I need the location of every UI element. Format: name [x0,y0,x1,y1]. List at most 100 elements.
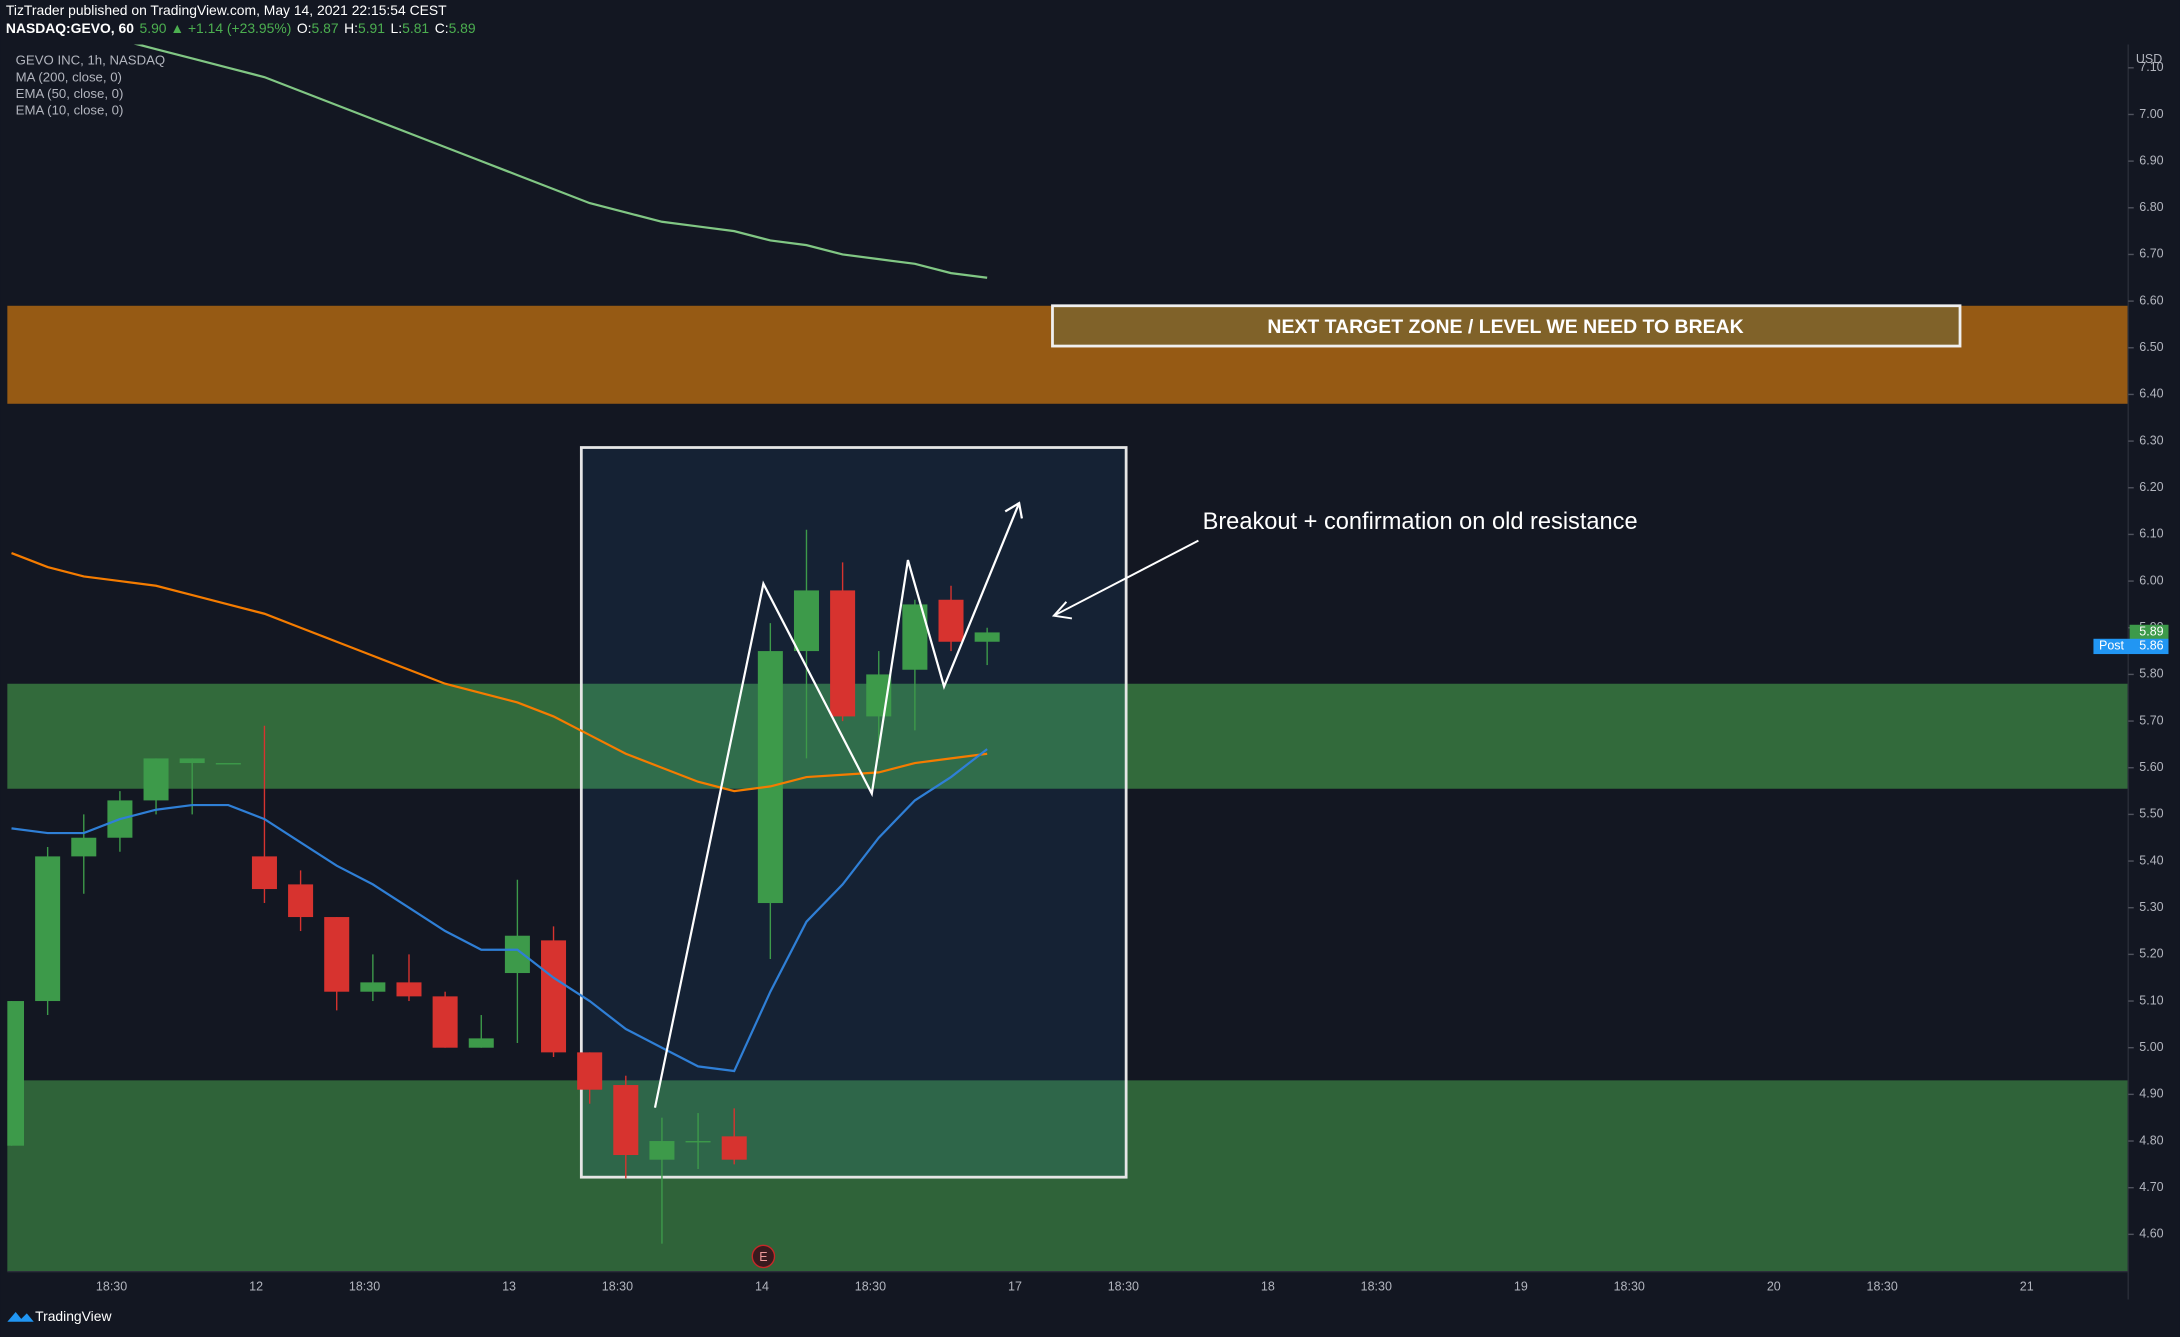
x-tick-label: 18:30 [1108,1279,1139,1293]
candle-body [541,940,567,1053]
candle-body [649,1141,675,1160]
candle-body [613,1085,639,1156]
candle-body [938,599,964,642]
y-tick-label: 7.00 [2139,107,2163,121]
candle-body [830,590,856,717]
legend-entry: EMA (10, close, 0) [16,103,124,118]
x-tick-label: 12 [249,1279,263,1293]
arrow-head [1051,601,1073,620]
ohlc-value: 5.81 [402,20,429,36]
last-price-label: 5.89 [2139,625,2163,639]
y-tick-label: 5.00 [2139,1040,2163,1054]
header-published: TizTrader published on TradingView.com, … [6,2,447,18]
y-tick-label: 6.50 [2139,340,2163,354]
ohlc-label: H: [344,20,358,36]
candle-body [35,856,61,1002]
target-label: NEXT TARGET ZONE / LEVEL WE NEED TO BREA… [1267,316,1743,338]
candle-body [432,996,458,1048]
candle-body [7,1001,25,1146]
target-label-box [1051,304,1962,348]
zone [7,683,2129,789]
post-price-tag [2093,638,2169,655]
legend-entry: GEVO INC, 1h, NASDAQ [16,53,166,68]
indicator-line [11,748,988,1073]
x-tick-label: 13 [502,1279,516,1293]
y-tick-label: 6.90 [2139,153,2163,167]
candle-body [468,1038,494,1048]
candle-body [251,856,277,890]
x-tick-label: 18 [1261,1279,1275,1293]
x-tick-label: 14 [755,1279,769,1293]
plot [7,44,1000,1244]
x-tick-label: 20 [1767,1279,1781,1293]
ohlc-value: 5.87 [312,20,339,36]
x-tick-label: 18:30 [602,1279,633,1293]
candle-body [71,837,97,857]
candle-body [143,758,169,801]
x-tick-label: 18:30 [1614,1279,1645,1293]
change: 5.90 ▲ +1.14 (+23.95%) [140,20,292,36]
candle-body [685,1141,711,1143]
x-tick-label: 18:30 [1867,1279,1898,1293]
brand-logo [7,1311,34,1322]
currency: USD [2136,52,2162,66]
y-tick-label: 6.60 [2139,293,2163,307]
y-tick-label: 5.30 [2139,900,2163,914]
earnings-marker [751,1244,776,1269]
y-tick-label: 5.10 [2139,993,2163,1007]
candle-body [793,590,819,652]
annotation-arrow [1053,539,1199,617]
post-label: Post [2099,639,2125,653]
candle-body [757,651,783,904]
candle-body [288,884,314,918]
y-tick-label: 5.40 [2139,853,2163,867]
x-tick-label: 18:30 [349,1279,380,1293]
candle-body [324,917,350,992]
symbol: NASDAQ:GEVO, 60 [6,20,134,36]
candle-body [179,758,205,764]
y-tick-label: 4.90 [2139,1087,2163,1101]
y-tick-label: 5.50 [2139,807,2163,821]
y-tick-label: 5.20 [2139,947,2163,961]
indicator-line [11,552,988,793]
post-price-label: 5.86 [2139,639,2163,653]
y-tick-label: 5.60 [2139,760,2163,774]
last-price-tag [2129,624,2169,641]
y-tick-label: 5.80 [2139,667,2163,681]
earnings-label: E [759,1250,767,1264]
x-tick-label: 18:30 [855,1279,886,1293]
y-tick-label: 5.70 [2139,713,2163,727]
zigzag-drawing [653,502,1021,1108]
legend-entry: EMA (50, close, 0) [16,86,124,101]
candle-body [360,982,386,992]
x-tick-label: 19 [1514,1279,1528,1293]
candle-body [215,763,241,765]
indicator-line [133,44,988,279]
candle-body [504,935,530,974]
arrow-head [1004,501,1023,519]
candle-body [721,1136,747,1160]
ohlc-label: L: [391,20,403,36]
ohlc-value: 5.91 [358,20,385,36]
candle-body [396,982,422,997]
y-tick-label: 4.60 [2139,1227,2163,1241]
y-tick-label: 6.20 [2139,480,2163,494]
x-tick-label: 18:30 [96,1279,127,1293]
annotation-text: Breakout + confirmation on old resistanc… [1203,509,1638,535]
y-tick-label: 6.00 [2139,573,2163,587]
candle-body [974,632,1000,642]
y-tick-label: 6.30 [2139,433,2163,447]
ohlc-value: 5.89 [449,20,476,36]
x-tick-label: 21 [2020,1279,2034,1293]
legend-entry: MA (200, close, 0) [16,69,122,84]
y-tick-label: 6.80 [2139,200,2163,214]
y-tick-label: 4.80 [2139,1133,2163,1147]
brand: TradingView [35,1308,112,1324]
header-quote: NASDAQ:GEVO, 60 5.90 ▲ +1.14 (+23.95%) O:5… [6,20,476,36]
ohlc-label: O: [297,20,312,36]
y-tick-label: 4.70 [2139,1180,2163,1194]
y-tick-label: 6.10 [2139,527,2163,541]
highlight-box [579,446,1128,1179]
